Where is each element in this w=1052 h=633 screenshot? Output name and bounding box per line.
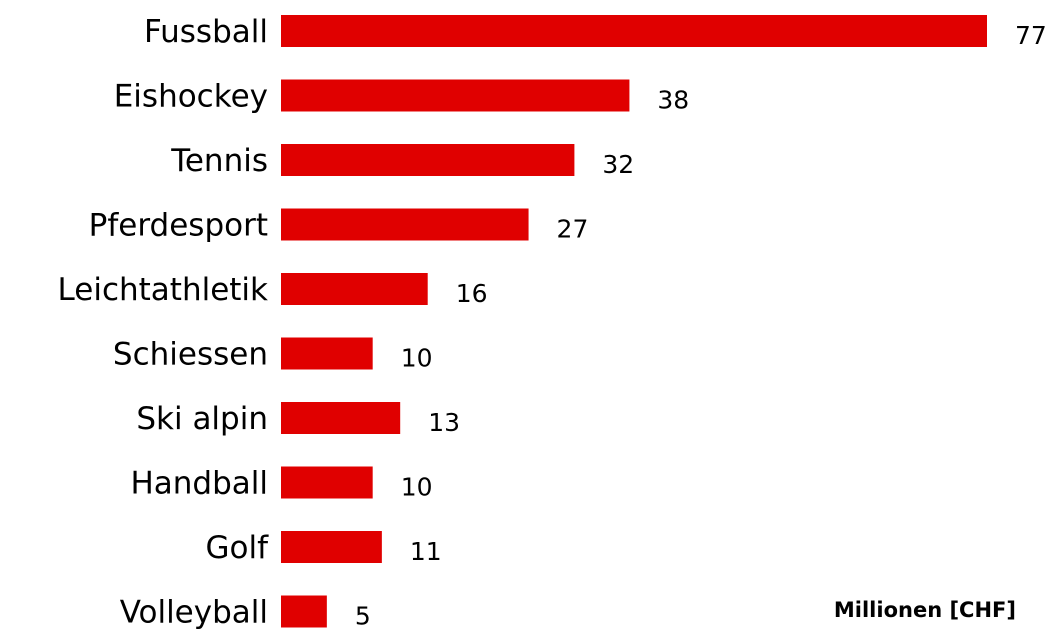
bar-pferdesport <box>281 208 529 241</box>
bar-eishockey <box>281 79 630 112</box>
category-label-volleyball: Volleyball <box>120 595 268 631</box>
value-label-golf: 11 <box>410 537 442 566</box>
value-label-handball: 10 <box>401 473 433 502</box>
bars-group <box>281 15 987 628</box>
category-label-fussball: Fussball <box>144 14 268 50</box>
value-label-leichtathletik: 16 <box>456 279 488 308</box>
bar-volleyball <box>281 595 327 628</box>
bar-handball <box>281 466 373 499</box>
bar-fussball <box>281 15 987 47</box>
bar-golf <box>281 531 382 563</box>
category-label-golf: Golf <box>205 530 269 566</box>
value-label-fussball: 77 <box>1015 21 1047 50</box>
category-labels: Fussball Eishockey Tennis Pferdesport Leicht… <box>58 14 270 631</box>
value-label-pferdesport: 27 <box>557 215 589 244</box>
value-label-schiessen: 10 <box>401 344 433 373</box>
value-label-ski-alpin: 13 <box>428 408 460 437</box>
value-label-eishockey: 38 <box>657 86 689 115</box>
bar-tennis <box>281 144 575 176</box>
category-label-eishockey: Eishockey <box>114 79 268 115</box>
category-label-handball: Handball <box>130 466 268 502</box>
value-labels: 77 38 32 27 16 10 13 10 11 5 <box>355 21 1047 631</box>
category-label-ski-alpin: Ski alpin <box>136 401 268 437</box>
unit-label: Millionen [CHF] <box>834 598 1016 622</box>
bar-leichtathletik <box>281 273 428 305</box>
category-label-tennis: Tennis <box>170 143 268 179</box>
value-label-tennis: 32 <box>602 150 634 179</box>
category-label-leichtathletik: Leichtathletik <box>58 272 269 308</box>
category-label-pferdesport: Pferdesport <box>89 208 268 244</box>
category-label-schiessen: Schiessen <box>113 337 268 373</box>
bar-schiessen <box>281 337 373 370</box>
bar-ski-alpin <box>281 402 401 434</box>
value-label-volleyball: 5 <box>355 602 371 631</box>
